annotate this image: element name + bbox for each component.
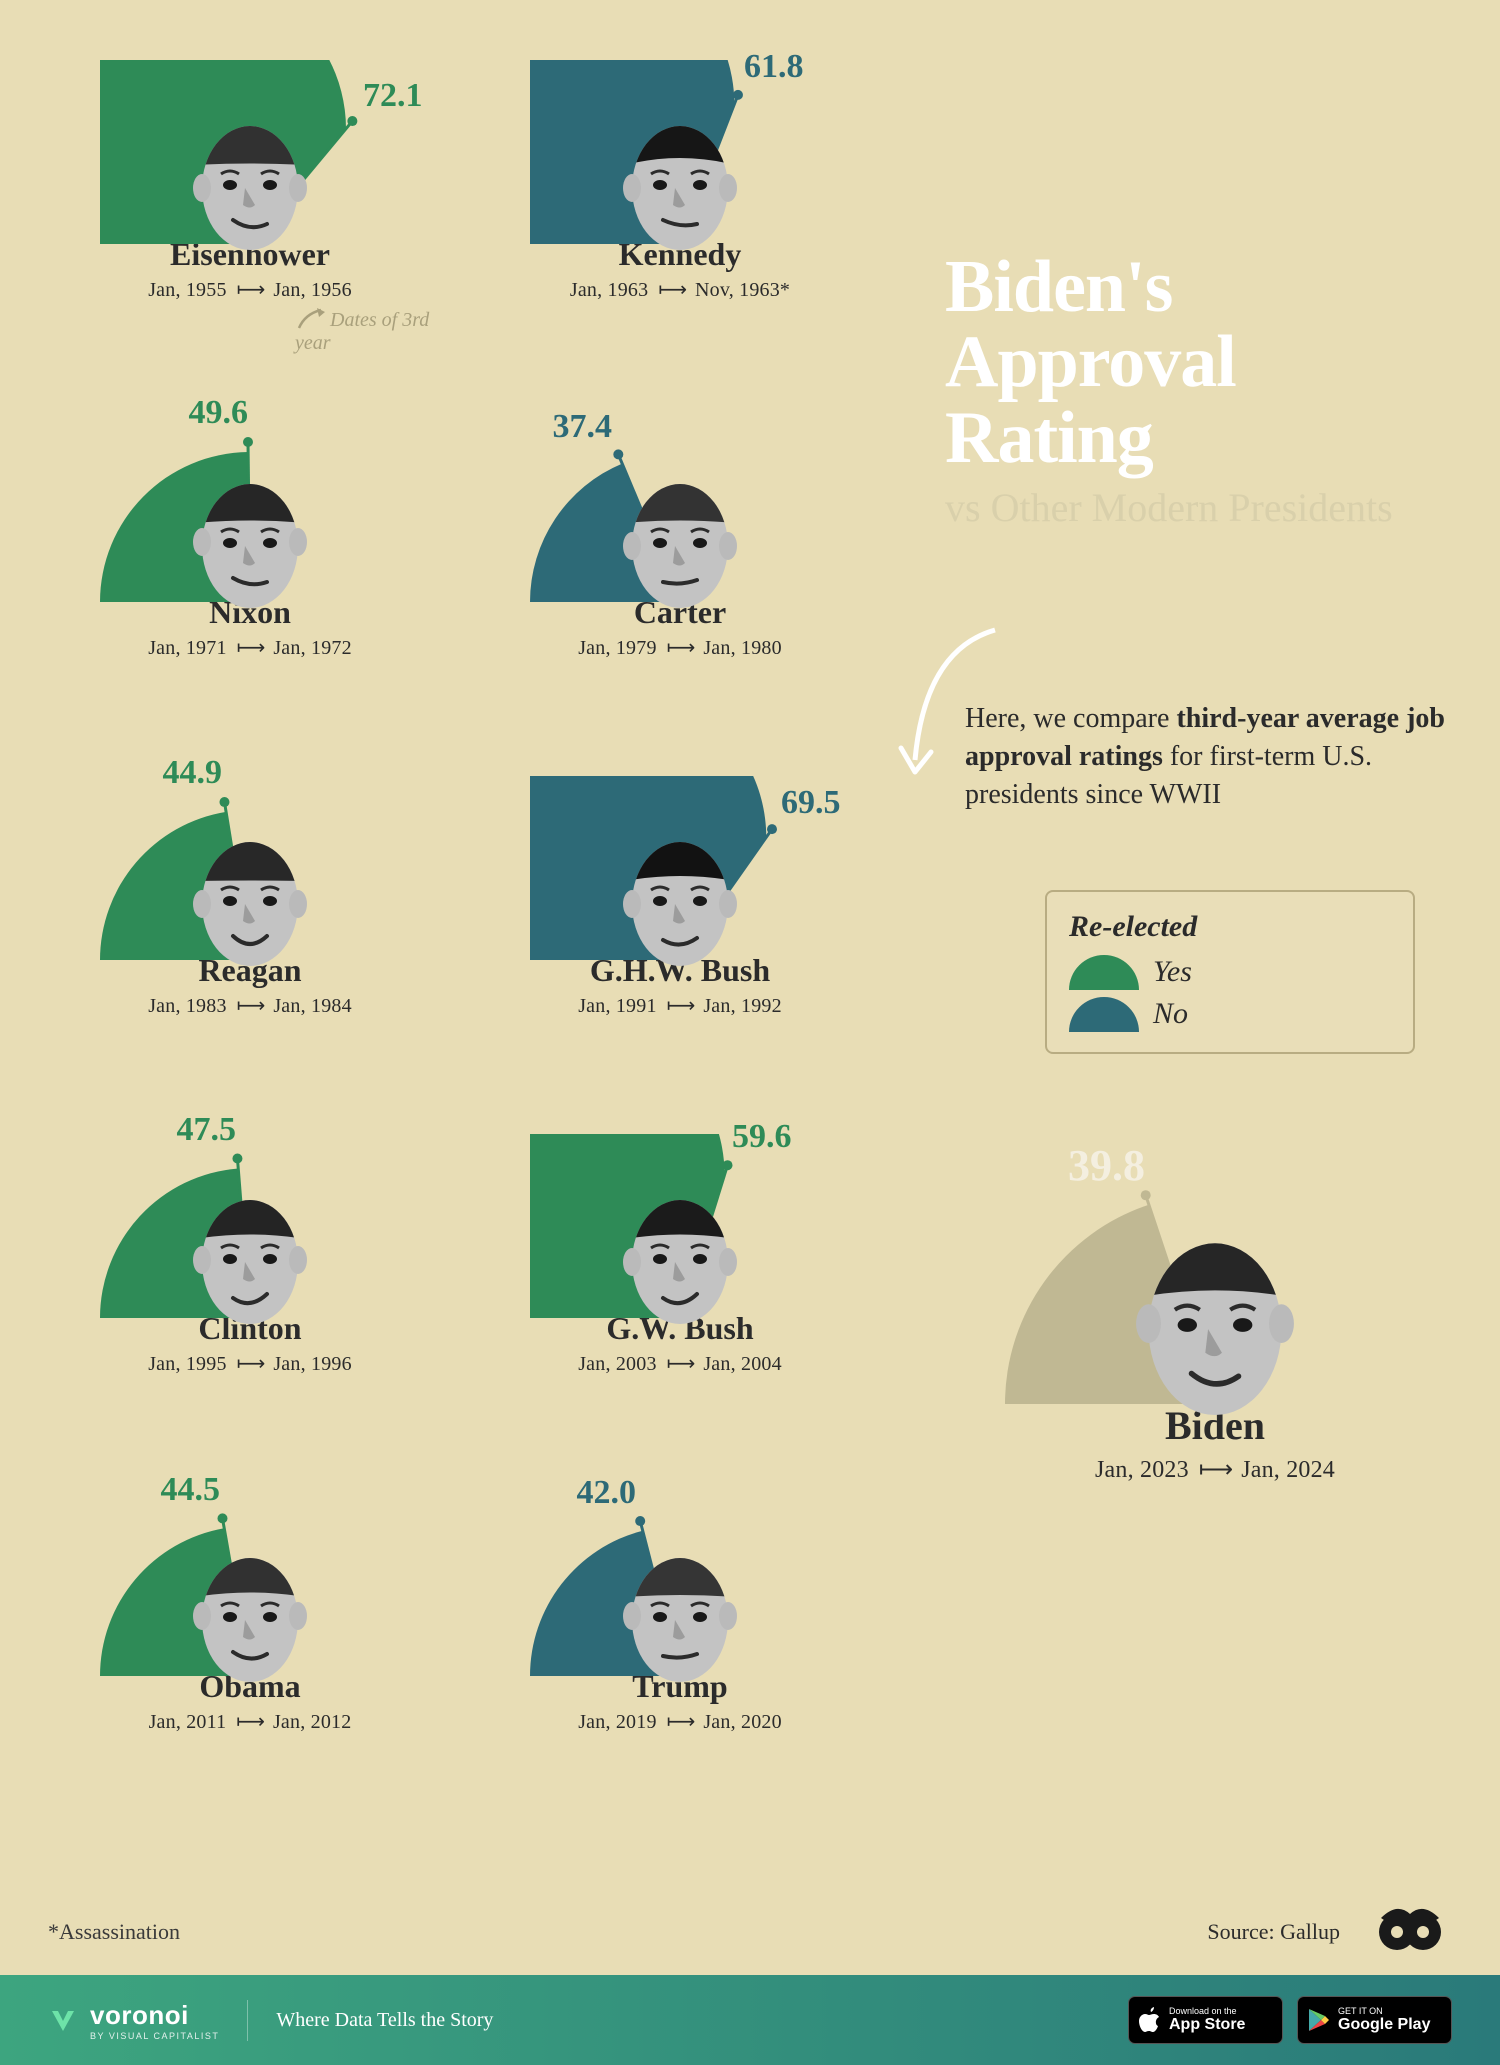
footer-brand: voronoi xyxy=(90,2000,219,2031)
approval-value: 44.5 xyxy=(150,1471,220,1509)
president-clinton: 47.5 Clinton Jan, 1995⟼Jan, 1996 xyxy=(55,1134,445,1474)
appstore-big: App Store xyxy=(1169,2017,1245,2033)
voronoi-icon xyxy=(48,2005,78,2035)
footer-bar: voronoi BY VISUAL CAPITALIST Where Data … xyxy=(0,1975,1500,2065)
president-dates: Jan, 2011⟼Jan, 2012 xyxy=(55,1709,445,1734)
approval-value: 39.8 xyxy=(1068,1140,1138,1191)
president-dates: Jan, 2003⟼Jan, 2004 xyxy=(485,1351,875,1376)
portrait xyxy=(605,1522,755,1692)
president-nixon: 49.6 Nixon Jan, 1971⟼Jan, 1972 xyxy=(55,418,445,758)
portrait xyxy=(605,1164,755,1334)
legend-swatch-no xyxy=(1069,996,1139,1032)
president-biden: 39.8 Biden Jan, 2023⟼Jan, 2024 xyxy=(995,1160,1435,1500)
president-g-h-w-bush: 69.5 G.H.W. Bush Jan, 1991⟼Jan, 1992 xyxy=(485,776,875,1116)
gauge: 42.0 xyxy=(530,1492,830,1662)
approval-value: 72.1 xyxy=(363,77,423,115)
portrait xyxy=(605,448,755,618)
president-g-w-bush: 59.6 G.W. Bush Jan, 2003⟼Jan, 2004 xyxy=(485,1134,875,1474)
president-dates: Jan, 1983⟼Jan, 1984 xyxy=(55,993,445,1018)
approval-value: 49.6 xyxy=(178,394,248,432)
page-title: Biden's Approval Rating xyxy=(945,250,1445,476)
portrait xyxy=(605,806,755,976)
apple-icon xyxy=(1139,2007,1161,2033)
footer-tagline: Where Data Tells the Story xyxy=(276,2009,493,2032)
legend-label-yes: Yes xyxy=(1153,955,1192,989)
portrait xyxy=(1110,1200,1320,1430)
description: Here, we compare third-year average job … xyxy=(965,700,1445,813)
presidents-grid: 72.1 Eisenhower Jan, 1955⟼Jan, 1956 Date… xyxy=(55,60,875,1832)
approval-value: 61.8 xyxy=(744,48,804,86)
president-carter: 37.4 Carter Jan, 1979⟼Jan, 1980 xyxy=(485,418,875,758)
president-dates: Jan, 1991⟼Jan, 1992 xyxy=(485,993,875,1018)
president-obama: 44.5 Obama Jan, 2011⟼Jan, 2012 xyxy=(55,1492,445,1832)
gauge: 49.6 xyxy=(100,418,400,588)
portrait xyxy=(605,90,755,260)
portrait xyxy=(175,1164,325,1334)
source-label: Source: Gallup xyxy=(1207,1919,1340,1945)
president-dates: Jan, 2019⟼Jan, 2020 xyxy=(485,1709,875,1734)
president-dates: Jan, 1971⟼Jan, 1972 xyxy=(55,635,445,660)
president-trump: 42.0 Trump Jan, 2019⟼Jan, 2020 xyxy=(485,1492,875,1832)
president-reagan: 44.9 Reagan Jan, 1983⟼Jan, 1984 xyxy=(55,776,445,1116)
appstore-badge[interactable]: Download on theApp Store xyxy=(1128,1996,1283,2044)
approval-value: 37.4 xyxy=(542,408,612,446)
dates-note: Dates of 3rd year xyxy=(295,308,445,355)
play-big: Google Play xyxy=(1338,2017,1430,2033)
approval-value: 47.5 xyxy=(166,1111,236,1149)
gauge: 72.1 xyxy=(100,60,400,230)
approval-value: 69.5 xyxy=(781,784,841,822)
legend-row-yes: Yes xyxy=(1069,954,1391,990)
gauge: 47.5 xyxy=(100,1134,400,1304)
legend: Re-elected Yes No xyxy=(1045,890,1415,1054)
portrait xyxy=(175,806,325,976)
approval-value: 59.6 xyxy=(732,1118,792,1156)
legend-label-no: No xyxy=(1153,997,1188,1031)
play-icon xyxy=(1308,2008,1330,2032)
gauge: 61.8 xyxy=(530,60,830,230)
footer-logo[interactable]: voronoi BY VISUAL CAPITALIST xyxy=(48,2000,248,2041)
president-eisenhower: 72.1 Eisenhower Jan, 1955⟼Jan, 1956 Date… xyxy=(55,60,445,400)
title-block: Biden's Approval Rating vs Other Modern … xyxy=(945,250,1445,530)
biden-cell: 39.8 Biden Jan, 2023⟼Jan, 2024 xyxy=(995,1160,1435,1500)
approval-value: 44.9 xyxy=(152,754,222,792)
president-dates: Jan, 1963⟼Nov, 1963* xyxy=(485,277,875,302)
gauge: 44.9 xyxy=(100,776,400,946)
president-dates: Jan, 1955⟼Jan, 1956 xyxy=(55,277,445,302)
footnote: *Assassination xyxy=(48,1919,180,1945)
portrait xyxy=(175,90,325,260)
portrait xyxy=(175,448,325,618)
gauge: 69.5 xyxy=(530,776,830,946)
president-kennedy: 61.8 Kennedy Jan, 1963⟼Nov, 1963* xyxy=(485,60,875,400)
legend-title: Re-elected xyxy=(1069,910,1391,944)
arrow-icon xyxy=(895,610,1015,790)
portrait xyxy=(175,1522,325,1692)
gauge: 44.5 xyxy=(100,1492,400,1662)
owl-icon xyxy=(1375,1900,1445,1960)
gauge: 39.8 xyxy=(1005,1160,1425,1390)
approval-value: 42.0 xyxy=(566,1474,636,1512)
legend-row-no: No xyxy=(1069,996,1391,1032)
president-dates: Jan, 2023⟼Jan, 2024 xyxy=(995,1455,1435,1484)
president-dates: Jan, 1995⟼Jan, 1996 xyxy=(55,1351,445,1376)
page-subtitle: vs Other Modern Presidents xyxy=(945,486,1445,530)
gauge: 59.6 xyxy=(530,1134,830,1304)
gauge: 37.4 xyxy=(530,418,830,588)
president-dates: Jan, 1979⟼Jan, 1980 xyxy=(485,635,875,660)
footer-brand-sub: BY VISUAL CAPITALIST xyxy=(90,2031,219,2041)
googleplay-badge[interactable]: GET IT ONGoogle Play xyxy=(1297,1996,1452,2044)
legend-swatch-yes xyxy=(1069,954,1139,990)
